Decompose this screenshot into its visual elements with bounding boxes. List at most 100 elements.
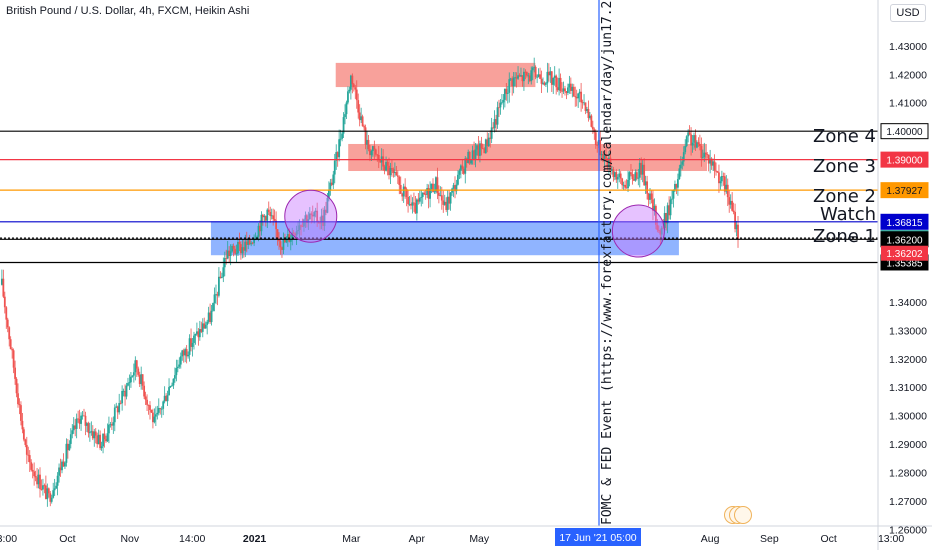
candle-body [729,200,732,205]
news-flags[interactable] [724,506,756,524]
candle-body [631,174,634,180]
candle-body [314,210,317,213]
x-tick-label: May [469,533,490,545]
candle-body [128,382,131,384]
candle-body [363,126,365,128]
candle-body [374,149,377,155]
candle-body [688,132,691,135]
candle-body [506,92,509,94]
zone-3-label: Zone 3 [813,156,876,177]
candle-body [470,160,473,164]
candle-body [734,211,736,230]
candle-body [665,212,668,224]
candle-body [241,247,244,254]
candle-body [462,168,465,174]
candle-body [323,209,326,226]
candle-body [413,202,415,204]
candle-body [253,238,256,244]
candle-body [34,476,37,478]
y-tick-label: 1.33000 [889,325,927,337]
candle-body [150,409,153,413]
candle-body [672,190,675,199]
candle-body [44,485,47,500]
candle-body [118,402,121,413]
candle-body [389,168,392,176]
candle-body [649,193,651,200]
candle-body [386,162,389,166]
candle-body [88,432,91,434]
candle-body [316,210,319,222]
candle-body [11,349,14,351]
candle-body [110,424,113,426]
candle-body [408,203,411,205]
x-tick-label: Oct [821,533,837,545]
candle-body [351,75,354,85]
candle-body [446,196,449,210]
candle-body [718,172,720,184]
candle-body [625,187,628,189]
candle-body [247,238,250,245]
candle-body [423,192,426,195]
candle-body [725,184,728,192]
candle-body [458,170,461,175]
candle-body [461,165,464,169]
candles [0,57,739,507]
candle-body [27,454,30,456]
candle-body [218,276,220,296]
candle-body [583,102,585,104]
candle-body [257,225,260,237]
candle-body [427,188,430,199]
candle-body [564,88,566,92]
candle-body [474,149,477,160]
candle-body [454,185,456,192]
candle-body [608,157,610,167]
candle-body [508,79,511,93]
candle-body [396,175,399,177]
candle-body [125,385,128,397]
candle-body [231,245,234,252]
candle-body [91,431,94,439]
candle-body [627,179,629,189]
candle-body [565,91,568,93]
candle-body [723,176,726,192]
candle-body [304,215,307,220]
candle-body [175,368,178,376]
x-tick-label: Nov [120,533,139,545]
candle-body [603,154,606,162]
candle-body [72,425,75,431]
candle-body [105,439,107,442]
candle-body [429,189,431,199]
candle-body [213,294,216,304]
candle-body [379,159,382,163]
candle-body [52,490,55,498]
candle-body [640,162,643,175]
candle-body [405,188,408,197]
candle-body [42,485,44,490]
level-price-label: 1.39000 [886,156,923,167]
candle-body [713,161,716,171]
candle-body [251,242,254,244]
candle-body [448,196,451,204]
candle-body [584,102,587,111]
candle-body [259,225,261,232]
candle-body [22,429,25,440]
candle-body [15,378,18,394]
candle-body [647,193,650,200]
candle-body [127,383,129,386]
candle-body [210,310,213,323]
currency-badge[interactable]: USD [890,4,926,22]
candle-body [212,303,214,311]
candle-body [21,420,24,430]
news-flag-icon[interactable] [734,506,752,524]
zone-2-label: Zone 2 [813,186,876,207]
candle-body [382,156,385,167]
candle-body [69,434,72,444]
candle-body [632,179,635,181]
candle-body [24,439,27,445]
candle-body [534,66,537,78]
candle-body [553,75,556,78]
candle-body [300,225,302,227]
candle-body [267,209,270,212]
candle-body [436,177,439,193]
